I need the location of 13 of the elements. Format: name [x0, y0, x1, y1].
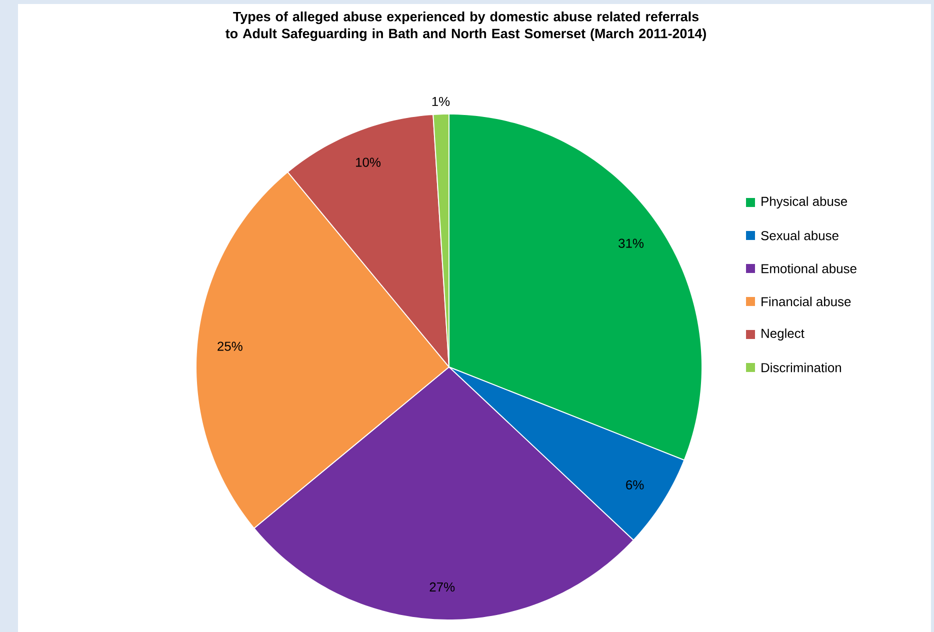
- legend-label: Sexual abuse: [761, 230, 838, 240]
- legend-label: Physical abuse: [762, 196, 848, 209]
- data-label: 10%: [356, 158, 381, 167]
- data-label: 1%: [432, 96, 450, 106]
- data-label: 6%: [626, 480, 644, 490]
- chart-title: Types of alleged abuse experienced by domestic abuse related referrals to Adult Safeguarding in Bath and North East Somerset (March 2011-2014): [226, 11, 706, 42]
- legend-label: Neglect: [762, 328, 804, 341]
- legend-label: Discrimination: [762, 362, 841, 372]
- data-label: 27%: [430, 582, 455, 592]
- legend-label: Emotional abuse: [762, 264, 856, 274]
- legend-label: Financial abuse: [762, 296, 851, 306]
- data-label: 25%: [218, 342, 242, 351]
- data-label: 31%: [618, 238, 644, 248]
